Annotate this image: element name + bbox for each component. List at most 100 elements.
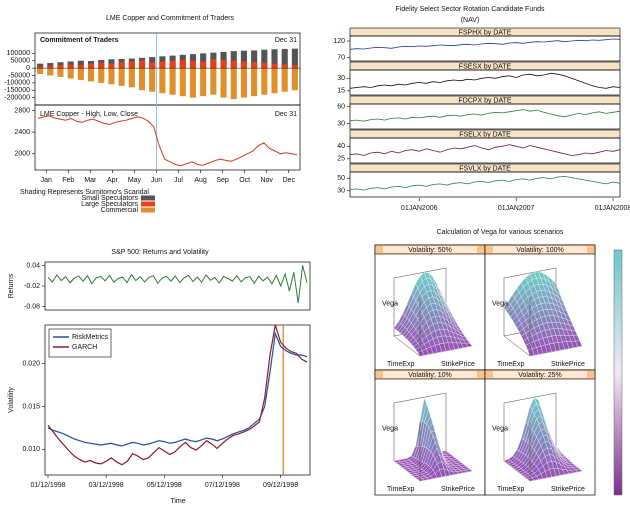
chart-title: Fidelity Select Sector Rotation Candidat…: [395, 6, 545, 13]
y-tick-label: 100000: [7, 50, 30, 57]
bar: [88, 63, 95, 69]
bar: [67, 68, 74, 79]
bar: [200, 68, 207, 97]
bar: [189, 60, 197, 69]
line: [349, 144, 621, 156]
bar: [77, 60, 84, 69]
x-tick-label: Sep: [216, 177, 229, 184]
y-tick-label: 60: [337, 104, 345, 111]
bar: [271, 63, 278, 69]
strip-label: Volatility: 50%: [408, 247, 452, 254]
bar: [77, 65, 84, 69]
x-tick-label: 01JAN2006: [401, 205, 438, 212]
bar: [47, 62, 54, 69]
box-edge: [393, 392, 447, 404]
y-axis-label: Volatility: [8, 387, 15, 413]
strip-label: FSELX by DATE: [459, 131, 511, 138]
bar: [291, 65, 298, 69]
y-tick-label: -0.08: [24, 303, 40, 310]
annotation: Dec 31: [275, 111, 297, 118]
y-tick-label: 50000: [11, 58, 31, 65]
y-tick-label: 0.015: [22, 403, 40, 410]
legend-label: Large Speculators: [81, 201, 138, 208]
bar: [230, 51, 237, 69]
z-axis-label: Vega: [382, 425, 398, 432]
note: Shading Represents Sumitomo's Scandal: [20, 189, 149, 196]
bar: [200, 61, 207, 69]
line: [47, 331, 308, 447]
z-axis-label: Vega: [492, 300, 508, 307]
plot-frame: [349, 69, 621, 96]
bar: [47, 68, 54, 76]
chart-title: LME Copper and Commitment of Traders: [106, 15, 234, 22]
strip-fill: [493, 371, 587, 378]
strip-fill: [383, 371, 477, 378]
box-edge: [503, 460, 531, 482]
plot-frame: [349, 103, 621, 130]
surface-facet: [465, 342, 473, 347]
line: [47, 265, 308, 304]
bar: [240, 50, 247, 69]
bar: [98, 68, 105, 83]
plot-frame: [34, 104, 301, 171]
bar: [37, 68, 44, 75]
legend-swatch: [141, 201, 155, 207]
bar: [159, 68, 166, 94]
x-tick-label: 01JAN2007: [498, 205, 535, 212]
bar: [210, 59, 217, 69]
legend-label: Commercial: [101, 207, 139, 214]
strip-label: Volatility: 100%: [516, 247, 563, 254]
bar: [179, 68, 186, 97]
y-tick-label: 0.010: [22, 446, 40, 453]
y-tick-label: 30: [337, 120, 345, 127]
bar: [149, 62, 156, 69]
y-tick-label: 25: [337, 156, 345, 163]
y-tick-label: -100000: [4, 80, 30, 87]
strip-fill: [493, 246, 587, 253]
bar: [37, 66, 44, 69]
x-axis-label: Time: [170, 498, 185, 505]
surface-facet: [575, 469, 583, 472]
strip-label: FSVLX by DATE: [459, 165, 511, 172]
plot-frame: [44, 324, 311, 476]
legend-box: [48, 328, 112, 358]
bar: [240, 61, 247, 69]
bar: [67, 64, 74, 69]
bar: [179, 60, 186, 69]
bar: [261, 49, 268, 69]
y-axis-label: Returns: [8, 273, 15, 298]
plot-frame: [349, 35, 621, 62]
bar: [240, 68, 247, 98]
y-tick-label: -200000: [4, 94, 30, 101]
bar: [251, 68, 258, 97]
x-tick-label: 05/12/1998: [147, 482, 182, 489]
y-tick-label: 50: [337, 175, 345, 182]
annotation: Dec 31: [275, 37, 297, 44]
y-tick-label: 2800: [14, 107, 30, 114]
bar: [77, 68, 84, 80]
y-axis-label: StrikePrice: [551, 486, 585, 493]
box-edge: [503, 267, 557, 279]
y-tick-label: 2000: [14, 151, 30, 158]
strip-label: FDCPX by DATE: [458, 97, 511, 104]
y-axis-label: StrikePrice: [441, 486, 475, 493]
strip-label: Volatility: 10%: [408, 372, 452, 379]
x-tick-label: Nov: [260, 177, 273, 184]
box-edge: [503, 335, 531, 357]
chart-title: Calculation of Vega for various scenario…: [437, 229, 564, 236]
plot-frame: [349, 171, 621, 198]
bar: [251, 50, 258, 69]
x-axis-label: TimeExp: [387, 486, 414, 493]
bar: [118, 68, 125, 86]
bar: [271, 49, 278, 69]
line: [349, 38, 621, 50]
surface-facet: [575, 340, 583, 347]
x-tick-label: Apr: [107, 177, 119, 184]
legend-swatch: [141, 195, 155, 201]
strip-label: FSPHX by DATE: [459, 29, 512, 36]
bar: [230, 60, 237, 69]
bar: [88, 68, 95, 82]
bar: [291, 68, 298, 91]
x-tick-label: 01/12/1998: [30, 482, 65, 489]
